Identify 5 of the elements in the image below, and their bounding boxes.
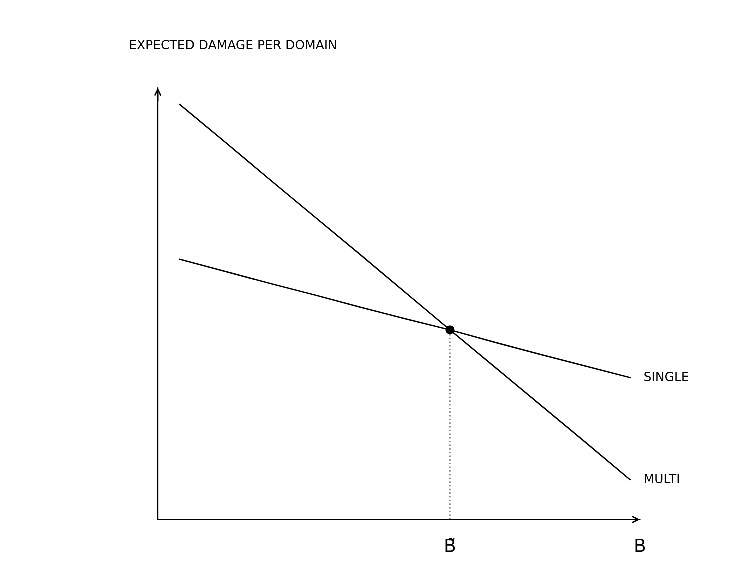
series-label: SINGLE: [644, 372, 689, 382]
series-label: MULTI: [645, 474, 680, 484]
x-axis-title: B: [636, 538, 646, 552]
text: B̃: [446, 538, 456, 552]
y-axis-title: EXPECTED DAMAGE PER DOMAIN: [130, 40, 336, 50]
